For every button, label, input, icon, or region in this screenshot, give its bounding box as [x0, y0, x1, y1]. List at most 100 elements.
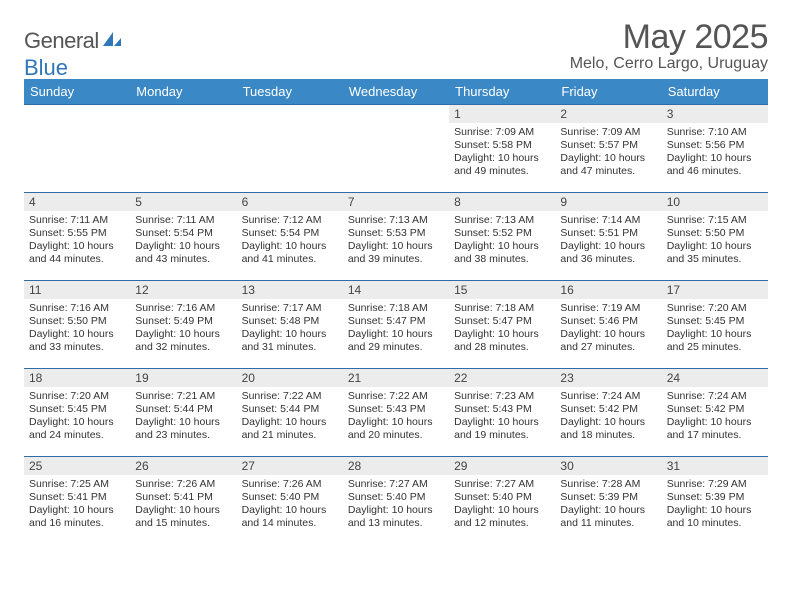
day-details: Sunrise: 7:26 AMSunset: 5:40 PMDaylight:… [237, 475, 343, 535]
day-number: 26 [130, 457, 236, 475]
sunset-line: Sunset: 5:47 PM [348, 315, 444, 328]
title-block: May 2025 Melo, Cerro Largo, Uruguay [570, 18, 768, 73]
header: General May 2025 Melo, Cerro Largo, Urug… [24, 18, 768, 73]
day-cell [24, 105, 130, 193]
sunset-line: Sunset: 5:51 PM [560, 227, 656, 240]
sunrise-line: Sunrise: 7:27 AM [348, 478, 444, 491]
day-details: Sunrise: 7:12 AMSunset: 5:54 PMDaylight:… [237, 211, 343, 271]
day-details: Sunrise: 7:19 AMSunset: 5:46 PMDaylight:… [555, 299, 661, 359]
day-cell: 12 Sunrise: 7:16 AMSunset: 5:49 PMDayligh… [130, 281, 236, 369]
week-row: 25Sunrise: 7:25 AMSunset: 5:41 PMDayligh… [24, 457, 768, 545]
sunset-line: Sunset: 5:45 PM [29, 403, 125, 416]
sunrise-line: Sunrise: 7:11 AM [29, 214, 125, 227]
calendar-body: 1Sunrise: 7:09 AMSunset: 5:58 PMDaylight… [24, 105, 768, 545]
daylight-line: Daylight: 10 hours and 28 minutes. [454, 328, 550, 354]
daylight-line: Daylight: 10 hours and 32 minutes. [135, 328, 231, 354]
day-cell: 29Sunrise: 7:27 AMSunset: 5:40 PMDayligh… [449, 457, 555, 545]
day-details: Sunrise: 7:11 AMSunset: 5:54 PMDaylight:… [130, 211, 236, 271]
week-row: 18Sunrise: 7:20 AMSunset: 5:45 PMDayligh… [24, 369, 768, 457]
daylight-line: Daylight: 10 hours and 18 minutes. [560, 416, 656, 442]
sunrise-line: Sunrise: 7:26 AM [242, 478, 338, 491]
day-number: 10 [662, 193, 768, 211]
daylight-line: Daylight: 10 hours and 23 minutes. [135, 416, 231, 442]
sunrise-line: Sunrise: 7:10 AM [667, 126, 763, 139]
sunset-line: Sunset: 5:54 PM [242, 227, 338, 240]
sunset-line: Sunset: 5:50 PM [667, 227, 763, 240]
day-number: 8 [449, 193, 555, 211]
day-number: 4 [24, 193, 130, 211]
day-cell: 23Sunrise: 7:24 AMSunset: 5:42 PMDayligh… [555, 369, 661, 457]
day-cell: 19Sunrise: 7:21 AMSunset: 5:44 PMDayligh… [130, 369, 236, 457]
sunrise-line: Sunrise: 7:18 AM [348, 302, 444, 315]
daylight-line: Daylight: 10 hours and 14 minutes. [242, 504, 338, 530]
sunrise-line: Sunrise: 7:11 AM [135, 214, 231, 227]
day-cell: 18Sunrise: 7:20 AMSunset: 5:45 PMDayligh… [24, 369, 130, 457]
day-number: 24 [662, 369, 768, 387]
day-details: Sunrise: 7:25 AMSunset: 5:41 PMDaylight:… [24, 475, 130, 535]
day-cell: 3Sunrise: 7:10 AMSunset: 5:56 PMDaylight… [662, 105, 768, 193]
day-cell: 30Sunrise: 7:28 AMSunset: 5:39 PMDayligh… [555, 457, 661, 545]
day-header: Tuesday [237, 79, 343, 105]
sunrise-line: Sunrise: 7:24 AM [667, 390, 763, 403]
day-details: Sunrise: 7:22 AMSunset: 5:44 PMDaylight:… [237, 387, 343, 447]
month-title: May 2025 [570, 18, 768, 57]
day-cell: 21Sunrise: 7:22 AMSunset: 5:43 PMDayligh… [343, 369, 449, 457]
sunset-line: Sunset: 5:40 PM [242, 491, 338, 504]
day-details: Sunrise: 7:10 AMSunset: 5:56 PMDaylight:… [662, 123, 768, 183]
day-number: 16 [555, 281, 661, 299]
sunset-line: Sunset: 5:43 PM [348, 403, 444, 416]
day-cell: 13Sunrise: 7:17 AMSunset: 5:48 PMDayligh… [237, 281, 343, 369]
sunrise-line: Sunrise: 7:09 AM [560, 126, 656, 139]
sunset-line: Sunset: 5:44 PM [135, 403, 231, 416]
location: Melo, Cerro Largo, Uruguay [570, 55, 768, 73]
day-details: Sunrise: 7:09 AMSunset: 5:57 PMDaylight:… [555, 123, 661, 183]
day-details: Sunrise: 7:14 AMSunset: 5:51 PMDaylight:… [555, 211, 661, 271]
daylight-line: Daylight: 10 hours and 21 minutes. [242, 416, 338, 442]
day-details: Sunrise: 7:27 AMSunset: 5:40 PMDaylight:… [449, 475, 555, 535]
day-cell: 24 Sunrise: 7:24 AMSunset: 5:42 PMDayligh… [662, 369, 768, 457]
sunrise-line: Sunrise: 7:12 AM [242, 214, 338, 227]
day-number: 17 [662, 281, 768, 299]
day-number: 5 [130, 193, 236, 211]
daylight-line: Daylight: 10 hours and 13 minutes. [348, 504, 444, 530]
daylight-line: Daylight: 10 hours and 35 minutes. [667, 240, 763, 266]
day-number: 27 [237, 457, 343, 475]
sunset-line: Sunset: 5:57 PM [560, 139, 656, 152]
sunrise-line: Sunrise: 7:21 AM [135, 390, 231, 403]
sunset-line: Sunset: 5:40 PM [348, 491, 444, 504]
day-details: Sunrise: 7:29 AMSunset: 5:39 PMDaylight:… [662, 475, 768, 535]
day-number: 12 [130, 281, 236, 299]
day-cell: 15Sunrise: 7:18 AMSunset: 5:47 PMDayligh… [449, 281, 555, 369]
sunset-line: Sunset: 5:42 PM [667, 403, 763, 416]
daylight-line: Daylight: 10 hours and 39 minutes. [348, 240, 444, 266]
day-details: Sunrise: 7:23 AMSunset: 5:43 PMDaylight:… [449, 387, 555, 447]
daylight-line: Daylight: 10 hours and 20 minutes. [348, 416, 444, 442]
day-details: Sunrise: 7:15 AMSunset: 5:50 PMDaylight:… [662, 211, 768, 271]
daylight-line: Daylight: 10 hours and 17 minutes. [667, 416, 763, 442]
daylight-line: Daylight: 10 hours and 16 minutes. [29, 504, 125, 530]
sunset-line: Sunset: 5:49 PM [135, 315, 231, 328]
day-cell: 26Sunrise: 7:26 AMSunset: 5:41 PMDayligh… [130, 457, 236, 545]
sunrise-line: Sunrise: 7:29 AM [667, 478, 763, 491]
sunset-line: Sunset: 5:56 PM [667, 139, 763, 152]
daylight-line: Daylight: 10 hours and 38 minutes. [454, 240, 550, 266]
day-cell: 31Sunrise: 7:29 AMSunset: 5:39 PMDayligh… [662, 457, 768, 545]
day-details: Sunrise: 7:18 AMSunset: 5:47 PMDaylight:… [343, 299, 449, 359]
sunset-line: Sunset: 5:48 PM [242, 315, 338, 328]
sunrise-line: Sunrise: 7:16 AM [135, 302, 231, 315]
sunset-line: Sunset: 5:42 PM [560, 403, 656, 416]
day-details: Sunrise: 7:22 AMSunset: 5:43 PMDaylight:… [343, 387, 449, 447]
sunrise-line: Sunrise: 7:13 AM [348, 214, 444, 227]
sunset-line: Sunset: 5:53 PM [348, 227, 444, 240]
day-number: 22 [449, 369, 555, 387]
sunrise-line: Sunrise: 7:18 AM [454, 302, 550, 315]
day-cell: 11Sunrise: 7:16 AMSunset: 5:50 PMDayligh… [24, 281, 130, 369]
daylight-line: Daylight: 10 hours and 11 minutes. [560, 504, 656, 530]
sunrise-line: Sunrise: 7:24 AM [560, 390, 656, 403]
daylight-line: Daylight: 10 hours and 25 minutes. [667, 328, 763, 354]
sunset-line: Sunset: 5:50 PM [29, 315, 125, 328]
sunrise-line: Sunrise: 7:27 AM [454, 478, 550, 491]
daylight-line: Daylight: 10 hours and 33 minutes. [29, 328, 125, 354]
sunset-line: Sunset: 5:45 PM [667, 315, 763, 328]
day-cell: 27Sunrise: 7:26 AMSunset: 5:40 PMDayligh… [237, 457, 343, 545]
